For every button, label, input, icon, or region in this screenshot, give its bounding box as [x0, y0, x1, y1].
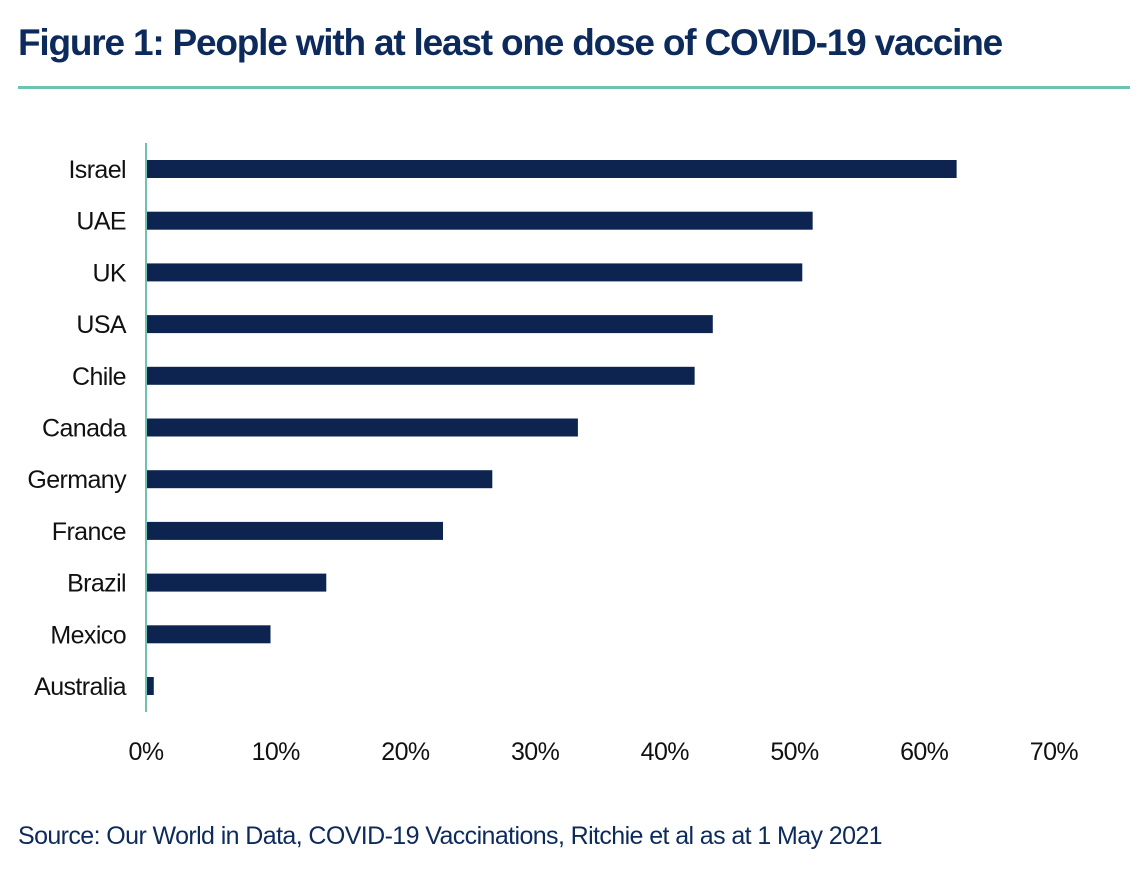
bar-israel — [146, 160, 957, 178]
x-tick-label: 60% — [900, 738, 949, 766]
bar-uae — [146, 211, 813, 230]
source-note: Source: Our World in Data, COVID-19 Vacc… — [18, 822, 883, 850]
category-label-brazil: Brazil — [67, 570, 126, 598]
category-label-australia: Australia — [34, 673, 127, 701]
category-label-germany: Germany — [27, 466, 127, 494]
x-tick-label: 40% — [641, 738, 690, 766]
category-label-chile: Chile — [72, 363, 126, 391]
x-tick-label: 0% — [129, 738, 164, 766]
x-tick-label: 10% — [252, 738, 301, 766]
bar-germany — [146, 470, 493, 489]
category-label-uk: UK — [92, 259, 126, 287]
bar-australia — [146, 677, 154, 695]
bar-france — [146, 521, 444, 540]
bar-uk — [146, 263, 803, 282]
chart-title: Figure 1: People with at least one dose … — [18, 22, 1003, 63]
x-tick-label: 70% — [1030, 738, 1079, 766]
bar-brazil — [146, 573, 327, 592]
bar-chile — [146, 366, 695, 385]
category-label-france: France — [52, 518, 126, 546]
x-tick-label: 50% — [770, 738, 819, 766]
bar-canada — [146, 418, 578, 437]
x-tick-label: 30% — [511, 738, 560, 766]
category-label-usa: USA — [76, 311, 127, 339]
bar-usa — [146, 315, 713, 334]
title-rule — [18, 86, 1130, 89]
bar-mexico — [146, 625, 271, 644]
category-label-uae: UAE — [76, 208, 126, 236]
category-label-canada: Canada — [42, 415, 127, 443]
x-tick-label: 20% — [381, 738, 430, 766]
category-label-mexico: Mexico — [50, 621, 126, 649]
category-label-israel: Israel — [68, 156, 126, 184]
